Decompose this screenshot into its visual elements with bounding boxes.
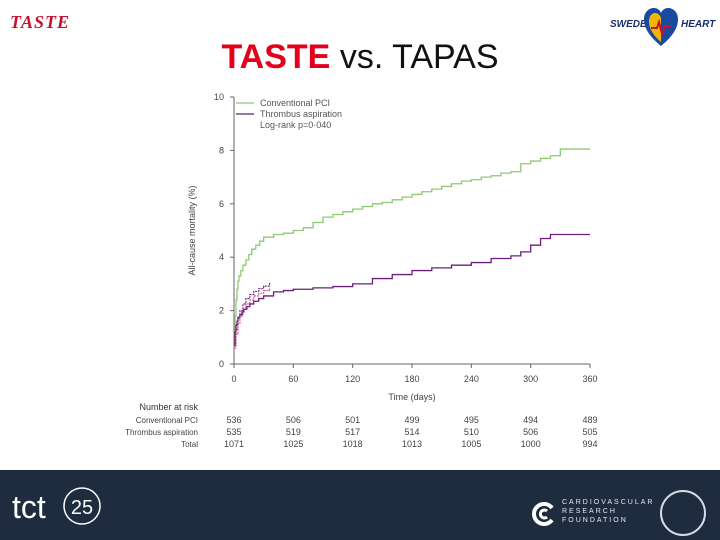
legend-label: Thrombus aspiration <box>260 109 342 119</box>
x-tick-label: 180 <box>404 374 419 384</box>
crf-line-3: FOUNDATION <box>562 517 628 524</box>
x-tick-label: 0 <box>231 374 236 384</box>
series-line <box>234 233 590 346</box>
y-tick-label: 10 <box>214 92 224 102</box>
y-tick-label: 6 <box>219 199 224 209</box>
risk-table-cell: 494 <box>523 415 538 425</box>
risk-table-cell: 506 <box>286 415 301 425</box>
risk-table-cell: 519 <box>286 427 301 437</box>
risk-table-cell: 517 <box>345 427 360 437</box>
crf-logo: CARDIOVASCULAR RESEARCH FOUNDATION <box>530 498 660 532</box>
crf-line-1: CARDIOVASCULAR <box>562 499 655 506</box>
tct-logo-number: 25 <box>71 497 93 519</box>
title-rest: vs. TAPAS <box>330 38 499 76</box>
y-tick-label: 8 <box>219 145 224 155</box>
risk-table-cell: 536 <box>226 415 241 425</box>
crf-swirl-icon <box>532 502 554 526</box>
y-tick-label: 4 <box>219 252 224 262</box>
risk-table-cell: 510 <box>464 427 479 437</box>
risk-table-cell: 1071 <box>224 439 244 449</box>
risk-table-cell: 535 <box>226 427 241 437</box>
series-line <box>234 148 590 346</box>
risk-table-row-label: Thrombus aspiration <box>125 428 198 437</box>
risk-table-cell: 994 <box>582 439 597 449</box>
swedeheart-logo-left: SWEDE <box>610 19 647 30</box>
risk-table-row-label: Conventional PCI <box>136 416 198 425</box>
risk-table-cell: 1013 <box>402 439 422 449</box>
risk-table-cell: 1000 <box>521 439 541 449</box>
university-seal-icon <box>660 490 706 536</box>
overlay-series-line <box>234 287 271 349</box>
heart-icon <box>644 8 678 46</box>
y-axis-title: All-cause mortality (%) <box>187 185 197 275</box>
risk-table-cell: 1025 <box>283 439 303 449</box>
risk-table-row-label: Total <box>181 440 198 449</box>
x-tick-label: 60 <box>288 374 298 384</box>
legend-label: Conventional PCI <box>260 98 330 108</box>
title-emphasis: TASTE <box>221 38 331 76</box>
overlay-series-line <box>234 282 271 346</box>
risk-table-cell: 499 <box>404 415 419 425</box>
slide-title: TASTE vs. TAPAS <box>0 38 720 77</box>
x-tick-label: 300 <box>523 374 538 384</box>
x-tick-label: 240 <box>464 374 479 384</box>
footer-bar <box>0 470 720 540</box>
crf-line-2: RESEARCH <box>562 508 617 515</box>
swedeheart-logo: SWEDE HEART <box>606 4 716 50</box>
risk-table-cell: 505 <box>582 427 597 437</box>
risk-table-cell: 489 <box>582 415 597 425</box>
x-tick-label: 120 <box>345 374 360 384</box>
km-chart: 0 2 4 6 8 10 0 60 120 180 240 300 360 Time (days) All-… <box>125 92 597 449</box>
tct-logo-text: tct <box>12 489 46 525</box>
y-tick-label: 0 <box>219 359 224 369</box>
chart-annotation: Log-rank p=0·040 <box>260 120 331 130</box>
risk-table-cell: 1018 <box>343 439 363 449</box>
x-tick-label: 360 <box>582 374 597 384</box>
y-tick-label: 2 <box>219 306 224 316</box>
tct25-logo-icon: tct 25 <box>12 487 101 525</box>
tct-logo: tct 25 <box>12 484 102 528</box>
risk-table-cell: 501 <box>345 415 360 425</box>
swedeheart-logo-right: HEART <box>681 19 716 30</box>
taste-logo: TASTE <box>10 12 71 32</box>
risk-table-title: Number at risk <box>139 402 198 412</box>
risk-table-cell: 514 <box>404 427 419 437</box>
x-axis-title: Time (days) <box>388 392 435 402</box>
risk-table-cell: 1005 <box>461 439 481 449</box>
crf-text: CARDIOVASCULAR RESEARCH FOUNDATION <box>562 498 654 525</box>
risk-table-cell: 506 <box>523 427 538 437</box>
risk-table-cell: 495 <box>464 415 479 425</box>
